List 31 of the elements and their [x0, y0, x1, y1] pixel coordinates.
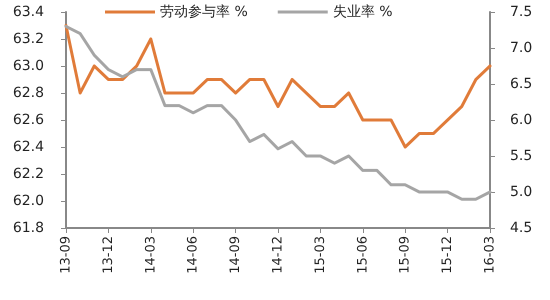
y2-tick-label: 5.0: [510, 184, 532, 200]
x-tick-label: 13-12: [100, 236, 116, 274]
y-tick-label: 62.0: [12, 193, 44, 209]
y-tick-label: 62.2: [12, 166, 44, 182]
legend-label: 失业率 %: [332, 4, 393, 20]
y-tick-label: 61.8: [12, 220, 44, 236]
y2-tick-label: 4.5: [510, 220, 532, 236]
x-tick-label: 14-12: [270, 236, 286, 274]
y2-tick-label: 7.5: [510, 4, 532, 20]
line-series: [64, 24, 492, 148]
line-series: [64, 24, 492, 201]
y2-tick-label: 6.0: [510, 112, 532, 128]
y-tick-label: 63.2: [12, 31, 44, 47]
y-tick-label: 63.0: [12, 58, 44, 74]
y2-tick-label: 6.5: [510, 76, 532, 92]
x-tick-label: 14-06: [186, 236, 201, 274]
y-tick-label: 63.4: [12, 4, 44, 20]
x-tick-label: 15-12: [440, 236, 456, 274]
y2-tick-label: 7.0: [510, 40, 532, 56]
y-tick-label: 62.4: [12, 139, 44, 155]
x-tick-label: 15-03: [312, 236, 328, 274]
x-tick-label: 16-03: [482, 236, 498, 274]
y-tick-label: 62.6: [12, 112, 44, 128]
x-tick-label: 14-03: [143, 236, 158, 274]
y2-tick-label: 5.5: [510, 148, 532, 164]
x-tick-label: 14-09: [228, 236, 244, 274]
legend-label: 劳动参与率 %: [160, 4, 248, 20]
x-tick-label: 15-06: [355, 236, 370, 274]
y-tick-label: 62.8: [12, 85, 44, 101]
x-tick-label: 13-09: [58, 236, 74, 274]
x-tick-label: 15-09: [398, 236, 413, 274]
